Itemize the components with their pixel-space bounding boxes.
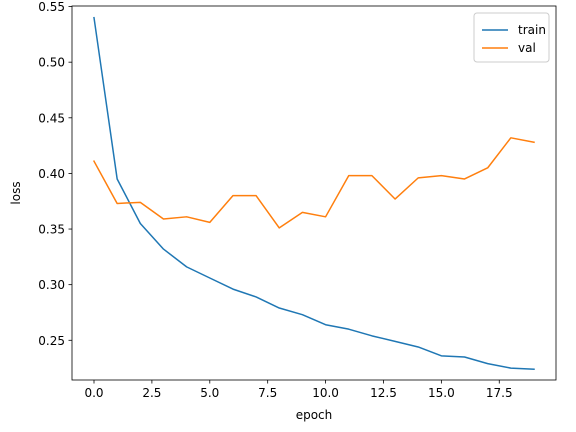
y-tick-label: 0.50 xyxy=(38,56,65,70)
legend: train val xyxy=(473,12,550,63)
x-tick-label: 2.5 xyxy=(142,386,161,400)
series-line-train xyxy=(93,16,535,370)
x-tick-label: 10.0 xyxy=(312,386,339,400)
y-tick-label: 0.35 xyxy=(38,223,65,237)
plot-lines xyxy=(92,16,535,370)
y-tick-label: 0.30 xyxy=(38,278,65,292)
y-tick-label: 0.55 xyxy=(38,0,65,14)
x-tick-label: 5.0 xyxy=(200,386,219,400)
x-tick-label: 0.0 xyxy=(84,386,103,400)
x-tick-label: 7.5 xyxy=(258,386,277,400)
y-tick-label: 0.45 xyxy=(38,111,65,125)
plot-frame xyxy=(71,5,557,381)
x-tick-label: 12.5 xyxy=(370,386,397,400)
x-tick-label: 17.5 xyxy=(486,386,513,400)
legend-label-train: train xyxy=(518,23,546,37)
x-tick-label: 15.0 xyxy=(428,386,455,400)
x-axis-label: epoch xyxy=(296,408,333,422)
x-axis-ticks: 0.0 2.5 5.0 7.5 10.0 12.5 15.0 17.5 xyxy=(84,380,513,400)
y-axis-ticks: 0.25 0.30 0.35 0.40 0.45 0.50 0.55 xyxy=(38,0,72,348)
y-tick-label: 0.25 xyxy=(38,334,65,348)
series-line-val xyxy=(92,137,535,229)
legend-frame xyxy=(473,12,550,63)
legend-label-val: val xyxy=(518,41,536,55)
y-axis-label: loss xyxy=(9,181,23,204)
y-tick-label: 0.40 xyxy=(38,167,65,181)
